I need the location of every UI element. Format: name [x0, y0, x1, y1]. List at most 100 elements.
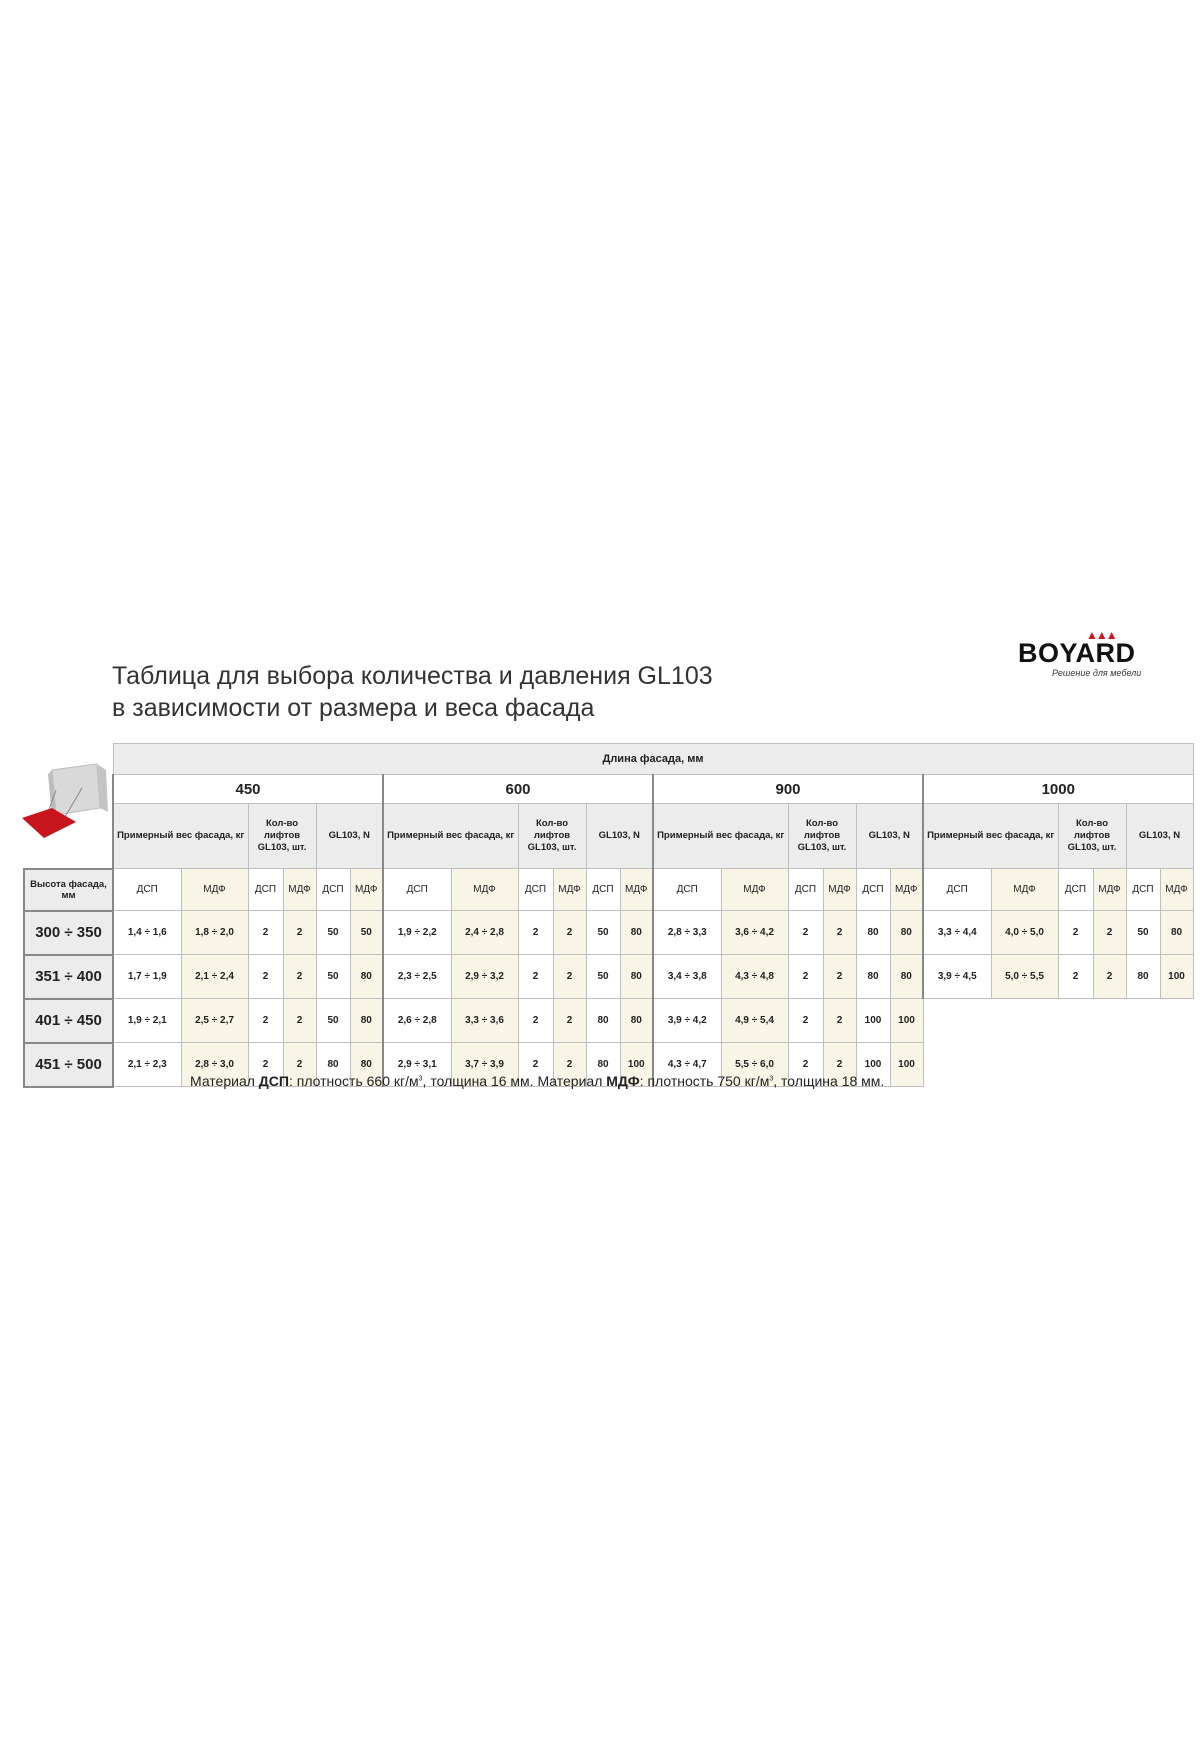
force-dsp-cell: 80: [1125, 954, 1161, 999]
count-dsp-cell: 2: [787, 910, 824, 955]
empty-cell: [1126, 999, 1160, 1043]
force-dsp-cell: 80: [585, 1042, 621, 1087]
force-mdf-cell: 100: [889, 1042, 924, 1087]
weight-header: Примерный вес фасада, кг: [922, 803, 1059, 869]
material-dsp: ДСП: [247, 868, 284, 911]
gl103-selection-table: Длина фасада, мм 450 600 900 1000 Примерный в…: [23, 743, 1194, 1088]
count-dsp-cell: 2: [1057, 954, 1094, 999]
count-mdf-cell: 2: [282, 954, 317, 999]
count-mdf-cell: 2: [1092, 910, 1127, 955]
count-dsp-cell: 2: [1057, 910, 1094, 955]
material-dsp: ДСП: [1125, 868, 1161, 911]
weight-mdf-cell: 2,4 ÷ 2,8: [450, 910, 519, 955]
weight-mdf-cell: 2,8 ÷ 3,0: [180, 1042, 249, 1087]
material-mdf: МДФ: [180, 868, 249, 911]
count-mdf-cell: 2: [282, 998, 317, 1043]
table-row: 300 ÷ 350 1,4 ÷ 1,6 1,8 ÷ 2,0 2 2 50 50 1,9 ÷ 2…: [23, 909, 1194, 956]
force-header: GL103, N: [585, 803, 654, 869]
count-mdf-cell: 2: [552, 910, 587, 955]
material-mdf: МДФ: [552, 868, 587, 911]
force-mdf-cell: 80: [619, 954, 654, 999]
weight-dsp-cell: 2,8 ÷ 3,3: [652, 910, 722, 955]
logo-slogan: Решение для мебели: [1052, 668, 1142, 678]
count-dsp-cell: 2: [787, 954, 824, 999]
force-dsp-cell: 80: [855, 954, 891, 999]
force-dsp-cell: 50: [585, 954, 621, 999]
note-sup: 3: [418, 1075, 423, 1083]
force-mdf-cell: 80: [889, 954, 924, 999]
weight-mdf-cell: 4,0 ÷ 5,0: [990, 910, 1059, 955]
note-text: , толщина 18 мм.: [773, 1073, 885, 1089]
weight-dsp-cell: 3,9 ÷ 4,5: [922, 954, 992, 999]
material-mdf: МДФ: [990, 868, 1059, 911]
weight-dsp-cell: 3,9 ÷ 4,2: [652, 998, 722, 1043]
weight-mdf-cell: 2,9 ÷ 3,2: [450, 954, 519, 999]
count-mdf-cell: 2: [282, 910, 317, 955]
weight-header: Примерный вес фасада, кг: [652, 803, 789, 869]
count-mdf-cell: 2: [822, 910, 857, 955]
material-dsp: ДСП: [112, 868, 182, 911]
weight-mdf-cell: 3,3 ÷ 3,6: [450, 998, 519, 1043]
title-line-1: Таблица для выбора количества и давления…: [112, 662, 713, 690]
count-dsp-cell: 2: [517, 910, 554, 955]
count-dsp-cell: 2: [247, 998, 284, 1043]
count-dsp-cell: 2: [517, 998, 554, 1043]
boyard-logo: ▲▲▲ BOYARD Решение для мебели: [1012, 628, 1152, 680]
material-dsp: ДСП: [517, 868, 554, 911]
weight-mdf-cell: 4,9 ÷ 5,4: [720, 998, 789, 1043]
force-dsp-cell: 80: [315, 1042, 351, 1087]
count-mdf-cell: 2: [822, 954, 857, 999]
count-dsp-cell: 2: [247, 910, 284, 955]
force-mdf-cell: 80: [619, 998, 654, 1043]
force-dsp-cell: 50: [1125, 910, 1161, 955]
force-mdf-cell: 80: [349, 998, 384, 1043]
empty-cell: [923, 999, 991, 1043]
force-dsp-cell: 80: [855, 910, 891, 955]
empty-cell: [991, 1043, 1058, 1087]
material-dsp: ДСП: [652, 868, 722, 911]
material-mdf: МДФ: [889, 868, 924, 911]
weight-mdf-cell: 4,3 ÷ 4,8: [720, 954, 789, 999]
note-text: : плотность 750 кг/м: [639, 1073, 770, 1089]
material-mdf: МДФ: [1159, 868, 1194, 911]
count-dsp-cell: 2: [787, 998, 824, 1043]
weight-dsp-cell: 3,3 ÷ 4,4: [922, 910, 992, 955]
material-mdf: МДФ: [1092, 868, 1127, 911]
length-600: 600: [382, 774, 654, 804]
note-text: Материал: [190, 1073, 259, 1089]
weight-dsp-cell: 2,3 ÷ 2,5: [382, 954, 452, 999]
force-mdf-cell: 80: [1159, 910, 1194, 955]
weight-mdf-cell: 5,0 ÷ 5,5: [990, 954, 1059, 999]
force-dsp-cell: 50: [315, 910, 351, 955]
material-dsp: ДСП: [1057, 868, 1094, 911]
length-values-row: 450 600 900 1000: [24, 774, 1194, 804]
count-mdf-cell: 2: [282, 1042, 317, 1087]
count-mdf-cell: 2: [1092, 954, 1127, 999]
lift-cabinet-illustration: [22, 763, 108, 838]
material-mdf: МДФ: [619, 868, 654, 911]
empty-cell: [1058, 1043, 1093, 1087]
force-dsp-cell: 50: [315, 998, 351, 1043]
empty-cell: [991, 999, 1058, 1043]
empty-cell: [923, 1043, 991, 1087]
weight-mdf-cell: 3,7 ÷ 3,9: [450, 1042, 519, 1087]
weight-mdf-cell: 3,6 ÷ 4,2: [720, 910, 789, 955]
height-range: 300 ÷ 350: [23, 909, 114, 956]
count-mdf-cell: 2: [552, 1042, 587, 1087]
height-range: 401 ÷ 450: [23, 997, 114, 1044]
weight-mdf-cell: 2,1 ÷ 2,4: [180, 954, 249, 999]
crown-icon: ▲▲▲: [1086, 628, 1118, 642]
table-row: 401 ÷ 450 1,9 ÷ 2,1 2,5 ÷ 2,7 2 2 50 80 2,6 ÷ 2…: [23, 997, 1193, 1044]
count-header: Кол-во лифтов GL103, шт.: [517, 803, 587, 869]
weight-dsp-cell: 3,4 ÷ 3,8: [652, 954, 722, 999]
empty-cell: [1093, 1043, 1126, 1087]
material-mdf: МДФ: [822, 868, 857, 911]
note-dsp: ДСП: [258, 1073, 289, 1089]
weight-dsp-cell: 4,3 ÷ 4,7: [652, 1042, 722, 1087]
note-text: : плотность 660 кг/м: [288, 1073, 419, 1089]
weight-dsp-cell: 2,6 ÷ 2,8: [382, 998, 452, 1043]
count-mdf-cell: 2: [822, 998, 857, 1043]
empty-cell: [1160, 999, 1193, 1043]
empty-cell: [1058, 999, 1093, 1043]
length-900: 900: [652, 774, 924, 804]
